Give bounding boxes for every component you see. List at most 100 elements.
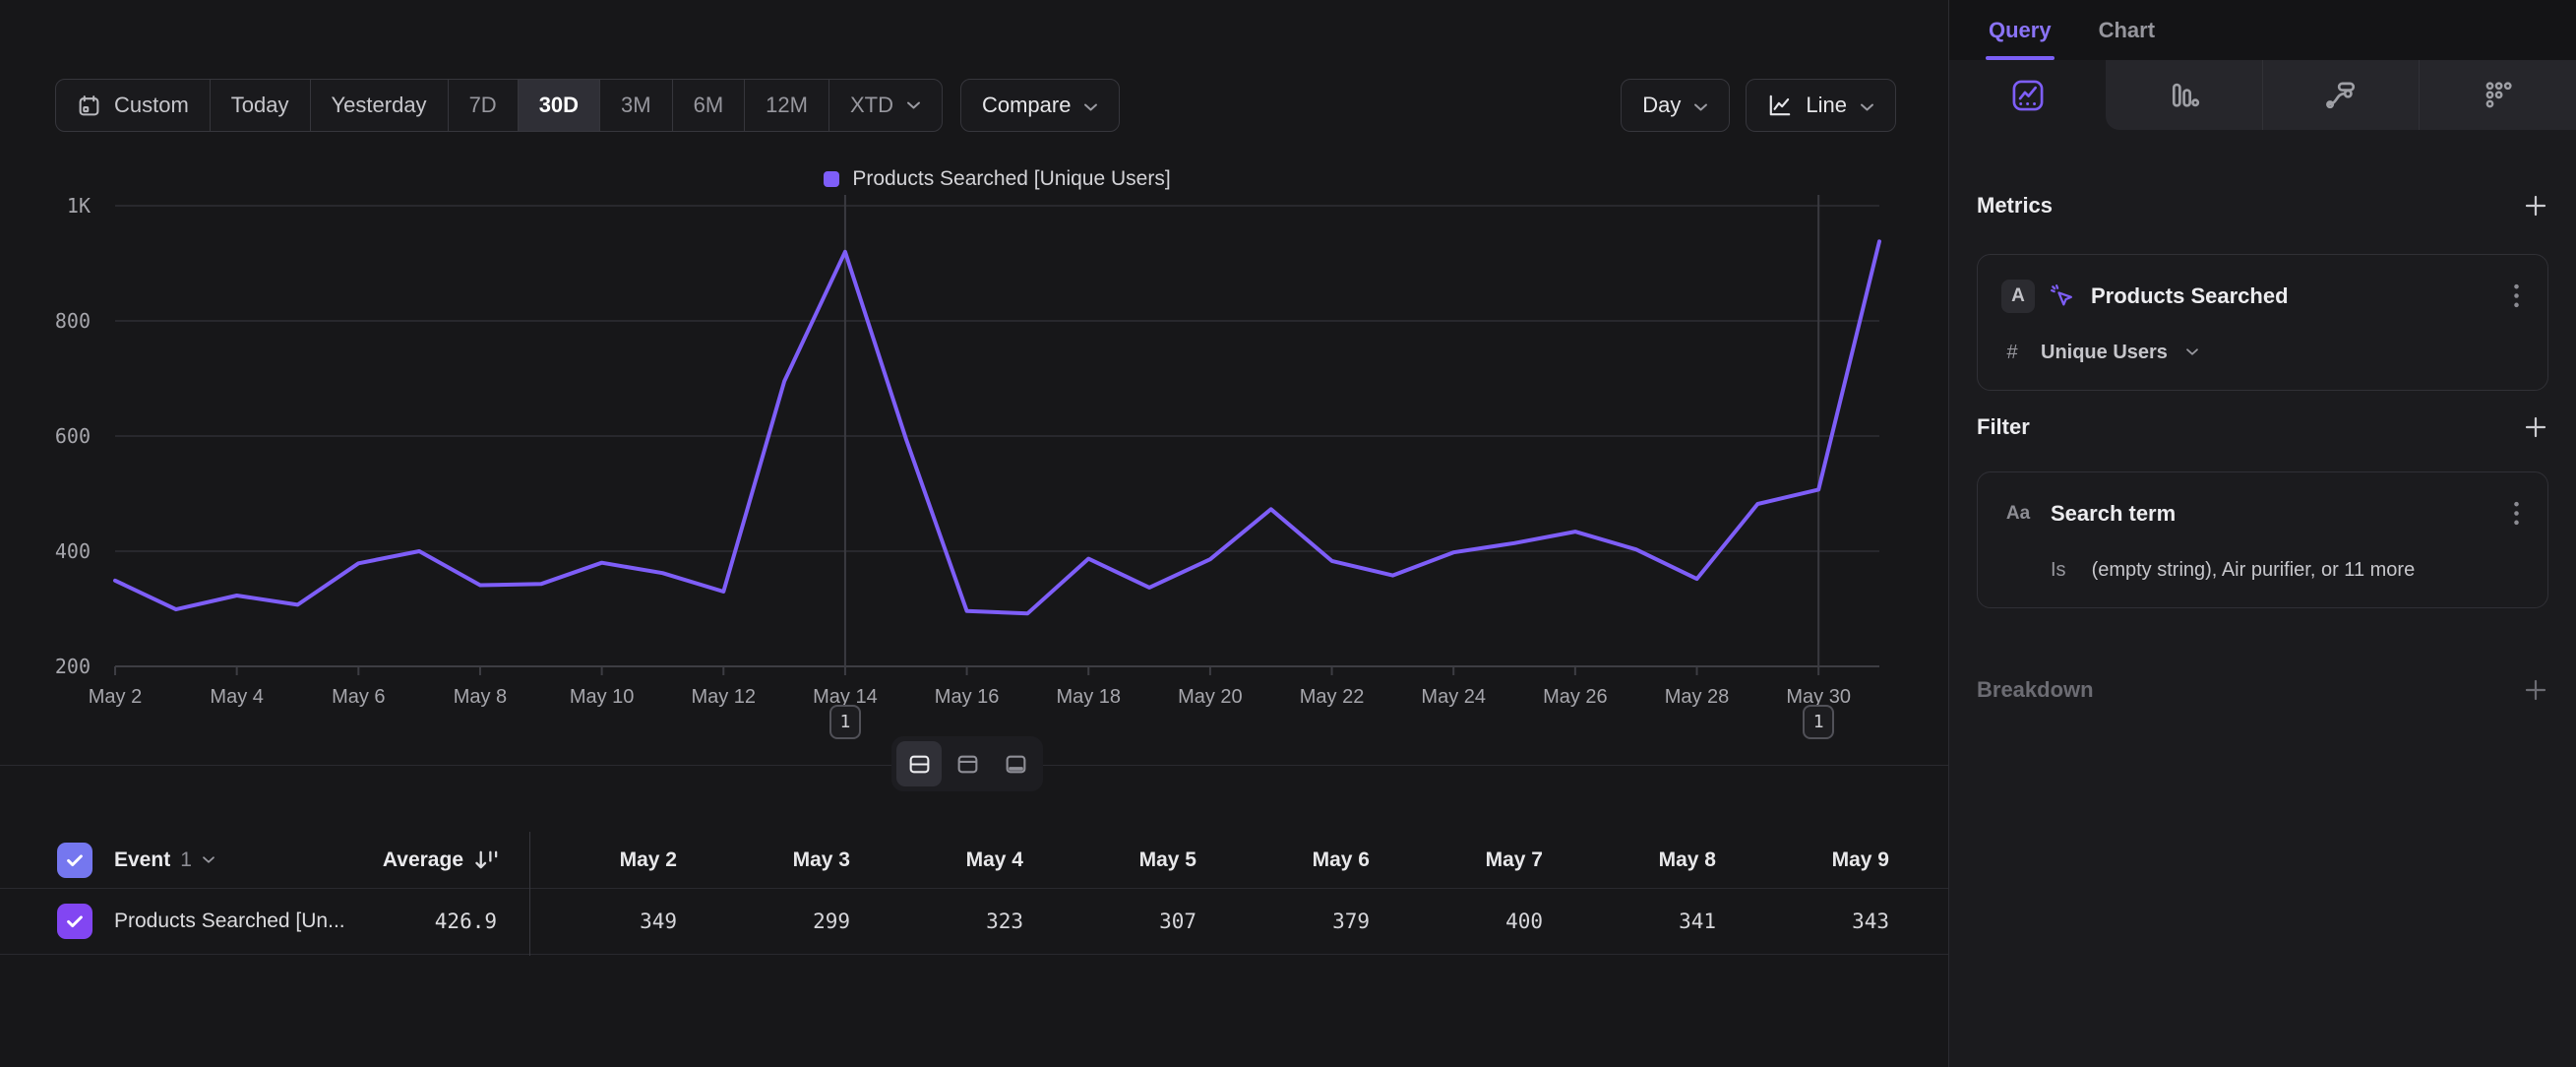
filter-condition-row[interactable]: Is (empty string), Air purifier, or 11 m… <box>2001 556 2524 584</box>
date-range-option[interactable]: Today <box>211 80 311 131</box>
kebab-menu-icon[interactable] <box>2509 496 2524 531</box>
date-range-label: 6M <box>694 93 724 118</box>
y-axis-label: 1K <box>67 194 91 218</box>
chart-legend[interactable]: Products Searched [Unique Users] <box>115 167 1879 191</box>
sidebar-content: Metrics A Products Searched <box>1949 193 2576 703</box>
breakdown-title: Breakdown <box>1977 677 2094 703</box>
table-header-left-cell: Event 1 Average <box>0 832 529 888</box>
x-axis-label: May 4 <box>210 686 263 708</box>
check-icon <box>64 910 86 932</box>
layout-chart-only-button[interactable] <box>945 741 990 786</box>
annotation-marker[interactable]: 1 <box>1803 705 1834 739</box>
table-cell-value: 349 <box>529 910 703 933</box>
filter-value: (empty string), Air purifier, or 11 more <box>2092 559 2416 582</box>
results-table: Event 1 Average May 2May 3May 4May 5May … <box>0 832 1948 955</box>
table-column-header[interactable]: May 6 <box>1222 848 1395 872</box>
date-range-label: XTD <box>850 93 893 118</box>
retention-icon[interactable] <box>2419 60 2576 130</box>
y-axis-label: 800 <box>55 309 91 333</box>
chevron-down-icon <box>1860 93 1874 118</box>
table-cell-value: 379 <box>1222 910 1395 933</box>
legend-label: Products Searched [Unique Users] <box>852 167 1170 191</box>
add-breakdown-button[interactable] <box>2523 677 2548 703</box>
metric-letter-badge: A <box>2001 280 2035 313</box>
date-range-option[interactable]: 7D <box>449 80 519 131</box>
x-axis-label: May 10 <box>570 686 635 708</box>
calendar-icon <box>77 94 101 118</box>
date-range-option[interactable]: 12M <box>745 80 829 131</box>
tab-chart[interactable]: Chart <box>2099 0 2155 60</box>
date-range-group: Custom Today Yesterday 7D 30D 3M 6M 12M XTD <box>55 79 943 132</box>
date-range-option[interactable]: Custom <box>56 80 211 131</box>
table-column-header[interactable]: May 8 <box>1568 848 1742 872</box>
kebab-menu-icon[interactable] <box>2509 279 2524 313</box>
add-filter-button[interactable] <box>2523 414 2548 440</box>
x-axis-label: May 2 <box>89 686 142 708</box>
layout-table-only-button[interactable] <box>993 741 1038 786</box>
filter-card[interactable]: Aa Search term Is (empty string), Air pu… <box>1977 471 2548 608</box>
funnels-icon[interactable] <box>2106 60 2262 130</box>
table-column-header[interactable]: May 3 <box>703 848 876 872</box>
chart-type-label: Line <box>1806 93 1847 118</box>
average-value: 426.9 <box>435 910 497 933</box>
tab-query[interactable]: Query <box>1989 0 2052 60</box>
table-column-divider <box>529 832 530 956</box>
chart-type-button[interactable]: Line <box>1746 79 1896 132</box>
add-metric-button[interactable] <box>2523 193 2548 219</box>
check-icon <box>64 849 86 871</box>
y-axis-label: 200 <box>55 655 91 678</box>
chevron-down-icon <box>1693 93 1708 118</box>
line-chart-icon <box>1767 93 1793 118</box>
date-range-option[interactable]: 3M <box>600 80 673 131</box>
compare-button[interactable]: Compare <box>960 79 1120 132</box>
granularity-button[interactable]: Day <box>1621 79 1730 132</box>
table-cell-value: 400 <box>1395 910 1568 933</box>
series-line[interactable] <box>115 241 1879 613</box>
y-axis-label: 600 <box>55 424 91 448</box>
x-axis-label: May 8 <box>454 686 507 708</box>
select-all-checkbox[interactable] <box>57 843 92 878</box>
table-column-header[interactable]: May 2 <box>529 848 703 872</box>
event-count: 1 <box>180 848 192 872</box>
table-date-headers: May 2May 3May 4May 5May 6May 7May 8May 9 <box>529 848 1915 872</box>
date-range-label: 7D <box>469 93 497 118</box>
x-axis-label: May 20 <box>1178 686 1243 708</box>
table-column-header[interactable]: May 5 <box>1049 848 1222 872</box>
date-range-label: Yesterday <box>332 93 427 118</box>
table-cell-value: 323 <box>876 910 1049 933</box>
metric-card[interactable]: A Products Searched # Unique Users <box>1977 254 2548 391</box>
series-checkbox[interactable] <box>57 904 92 939</box>
y-axis-label: 400 <box>55 539 91 563</box>
compare-label: Compare <box>982 93 1071 118</box>
annotation-marker[interactable]: 1 <box>829 705 861 739</box>
date-range-label: 30D <box>539 93 579 118</box>
date-range-option[interactable]: 6M <box>673 80 746 131</box>
chevron-down-icon[interactable] <box>202 851 215 869</box>
x-axis-label: May 12 <box>691 686 756 708</box>
date-range-option[interactable]: Yesterday <box>311 80 449 131</box>
metrics-header: Metrics <box>1977 193 2548 219</box>
date-range-option[interactable]: XTD <box>829 80 942 131</box>
flows-icon[interactable] <box>2262 60 2420 130</box>
average-header[interactable]: Average <box>383 847 500 872</box>
insights-icon[interactable] <box>1949 60 2106 130</box>
event-header-label: Event <box>114 848 170 872</box>
granularity-label: Day <box>1642 93 1681 118</box>
layout-split-button[interactable] <box>896 741 942 786</box>
string-type-icon: Aa <box>2001 503 2035 525</box>
date-range-option[interactable]: 30D <box>519 80 600 131</box>
report-type-tabs <box>1949 60 2576 130</box>
table-header-row: Event 1 Average May 2May 3May 4May 5May … <box>0 832 1948 889</box>
report-type-tabs-rest <box>2106 60 2576 130</box>
x-axis-label: May 22 <box>1300 686 1365 708</box>
x-axis-label: May 16 <box>935 686 1000 708</box>
table-column-header[interactable]: May 4 <box>876 848 1049 872</box>
date-range-label: 12M <box>766 93 808 118</box>
metric-aggregation-row[interactable]: # Unique Users <box>2001 339 2524 366</box>
table-row: Products Searched [Un... 426.9 349299323… <box>0 889 1948 955</box>
filter-operator: Is <box>2051 559 2066 582</box>
table-column-header[interactable]: May 9 <box>1742 848 1915 872</box>
table-column-header[interactable]: May 7 <box>1395 848 1568 872</box>
table-cell-value: 343 <box>1742 910 1915 933</box>
date-range-label: Today <box>231 93 289 118</box>
